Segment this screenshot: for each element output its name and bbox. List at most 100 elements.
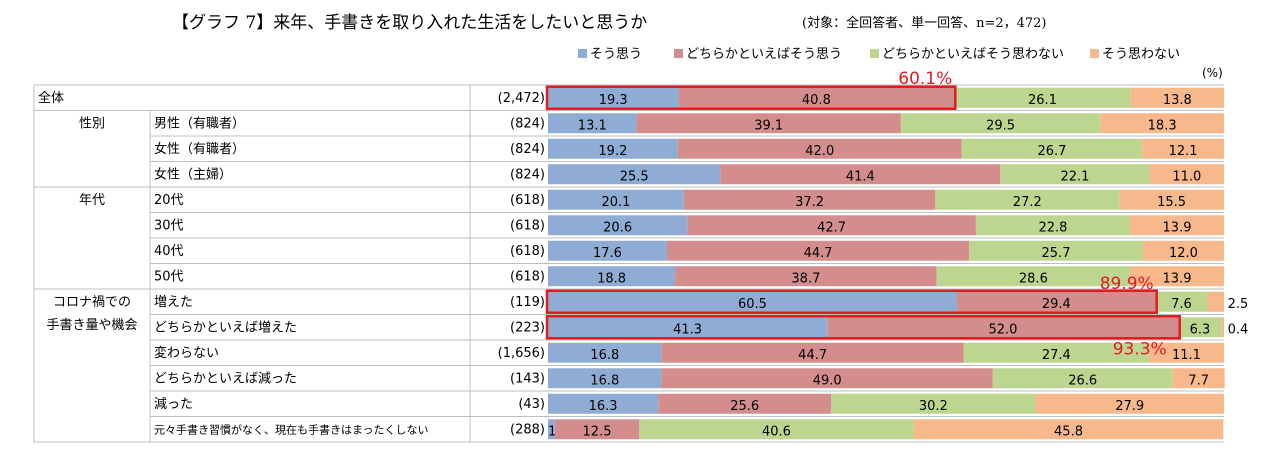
legend-label-3: そう思わない xyxy=(1102,47,1180,62)
bar-segment xyxy=(548,419,555,440)
row-label: 減った xyxy=(154,396,193,412)
row-n: (1,656) xyxy=(498,346,545,361)
bar-segment xyxy=(1142,240,1224,261)
row-label: 男性（有職者） xyxy=(154,117,245,132)
row-label: 元々手書き習慣がなく、現在も手書きはまったくしない xyxy=(154,423,429,437)
bar-value-label: 20.6 xyxy=(603,220,632,235)
row-label: どちらかといえば減った xyxy=(154,371,297,387)
bar-segment xyxy=(1130,266,1224,287)
bar-segment xyxy=(548,189,684,210)
row-n: (618) xyxy=(510,219,545,234)
highlight-label: 93.3% xyxy=(1113,339,1167,359)
bar-value-label: 20.1 xyxy=(601,195,630,210)
bar-value-label: 27.4 xyxy=(1042,348,1071,363)
bar-value-label: 39.1 xyxy=(754,118,783,133)
bar-segment xyxy=(548,215,688,236)
bar-segment xyxy=(636,113,901,134)
bar-segment xyxy=(1130,87,1224,108)
group-label-3: コロナ禍での xyxy=(53,294,131,310)
bar-segment xyxy=(666,240,970,261)
bar-segment xyxy=(661,368,993,389)
bar-value-label: 16.8 xyxy=(590,373,619,388)
bar-value-label: 7.7 xyxy=(1188,373,1209,388)
bar-segment xyxy=(913,419,1224,440)
bar-value-label: 27.2 xyxy=(1013,195,1042,210)
row-n: (223) xyxy=(510,321,545,336)
bar-segment xyxy=(548,368,662,389)
bar-value-label: 17.6 xyxy=(593,246,622,261)
bar-segment xyxy=(956,291,1156,312)
bar-value-label: 19.3 xyxy=(599,93,628,108)
bar-value-label: 60.5 xyxy=(738,297,767,312)
bars: 19.3 40.8 26.1 13.8 13.1 39.1 29.5 18.3 19.2 42.0… xyxy=(548,87,1249,440)
bar-segment xyxy=(554,419,640,440)
bar-segment xyxy=(992,368,1173,389)
bar-value-label: 13.8 xyxy=(1163,93,1192,108)
bar-segment xyxy=(548,164,721,185)
bar-segment xyxy=(1178,317,1222,338)
row-label: 40代 xyxy=(154,244,184,259)
bar-value-label: 13.1 xyxy=(578,118,607,133)
bar-segment xyxy=(936,266,1131,287)
group-label-0: 全体 xyxy=(38,90,64,106)
bar-segment xyxy=(548,266,676,287)
bar-value-label: 18.8 xyxy=(597,271,626,286)
bar-segment xyxy=(969,240,1143,261)
bar-value-label: 44.7 xyxy=(798,348,827,363)
bar-value-label: 26.7 xyxy=(1037,144,1066,159)
bar-value-label: 22.1 xyxy=(1060,169,1089,184)
bar-value-label: 45.8 xyxy=(1054,424,1083,439)
bar-value-label: 16.8 xyxy=(590,348,619,363)
bar-segment xyxy=(935,189,1120,210)
bar-value-label: 2.5 xyxy=(1228,297,1249,312)
legend-swatch-1 xyxy=(674,49,683,58)
highlight-label: 60.1% xyxy=(898,69,952,89)
bar-value-label: 11.0 xyxy=(1172,169,1201,184)
bar-segment xyxy=(961,138,1143,159)
bar-value-label: 40.6 xyxy=(762,424,791,439)
bar-segment xyxy=(548,240,667,261)
row-n: (2,472) xyxy=(498,91,545,106)
row-label: 50代 xyxy=(154,270,184,285)
row-n: (119) xyxy=(510,295,545,310)
bar-value-label: 25.6 xyxy=(730,399,759,414)
bar-value-label: 30.2 xyxy=(919,399,948,414)
bar-value-label: 16.3 xyxy=(589,399,618,414)
group-label-1: 性別 xyxy=(79,117,105,132)
row-n: (618) xyxy=(510,270,545,285)
bar-value-label: 41.3 xyxy=(673,322,702,337)
bar-segment xyxy=(1172,368,1225,389)
bar-value-label: 12.1 xyxy=(1169,144,1198,159)
bar-value-label: 52.0 xyxy=(988,322,1017,337)
bar-segment xyxy=(687,215,976,236)
row-n: (824) xyxy=(510,168,545,183)
chart-subtitle: (対象：全回答者、単一回答、n=2，472) xyxy=(802,15,1047,31)
bar-segment xyxy=(639,419,914,440)
bar-segment xyxy=(1100,113,1224,134)
bar-segment xyxy=(1149,164,1224,185)
bar-segment xyxy=(1130,215,1224,236)
highlight-box xyxy=(545,85,957,110)
highlight-box xyxy=(545,289,1158,314)
bar-value-label: 37.2 xyxy=(795,195,824,210)
bar-value-label: 22.8 xyxy=(1038,220,1067,235)
bar-segment xyxy=(675,266,937,287)
row-label: 20代 xyxy=(154,193,184,208)
bar-segment xyxy=(1221,317,1224,338)
bar-segment xyxy=(548,138,678,159)
bar-segment xyxy=(661,342,964,363)
row-label: 増えた xyxy=(154,295,193,310)
row-label: 女性（主婦） xyxy=(154,167,232,183)
bar-value-label: 12.5 xyxy=(583,424,612,439)
bar-segment xyxy=(975,215,1131,236)
bar-segment xyxy=(1207,291,1224,312)
bar-value-label: 42.0 xyxy=(805,144,834,159)
bar-value-label: 25.5 xyxy=(620,169,649,184)
row-label: 30代 xyxy=(154,219,184,234)
row-label: 変わらない xyxy=(154,345,219,361)
bar-segment xyxy=(548,393,659,414)
annotations: 60.1% 89.9% 93.3% xyxy=(545,69,1181,359)
bar-segment xyxy=(963,342,1149,363)
bar-value-label: 27.9 xyxy=(1115,399,1144,414)
